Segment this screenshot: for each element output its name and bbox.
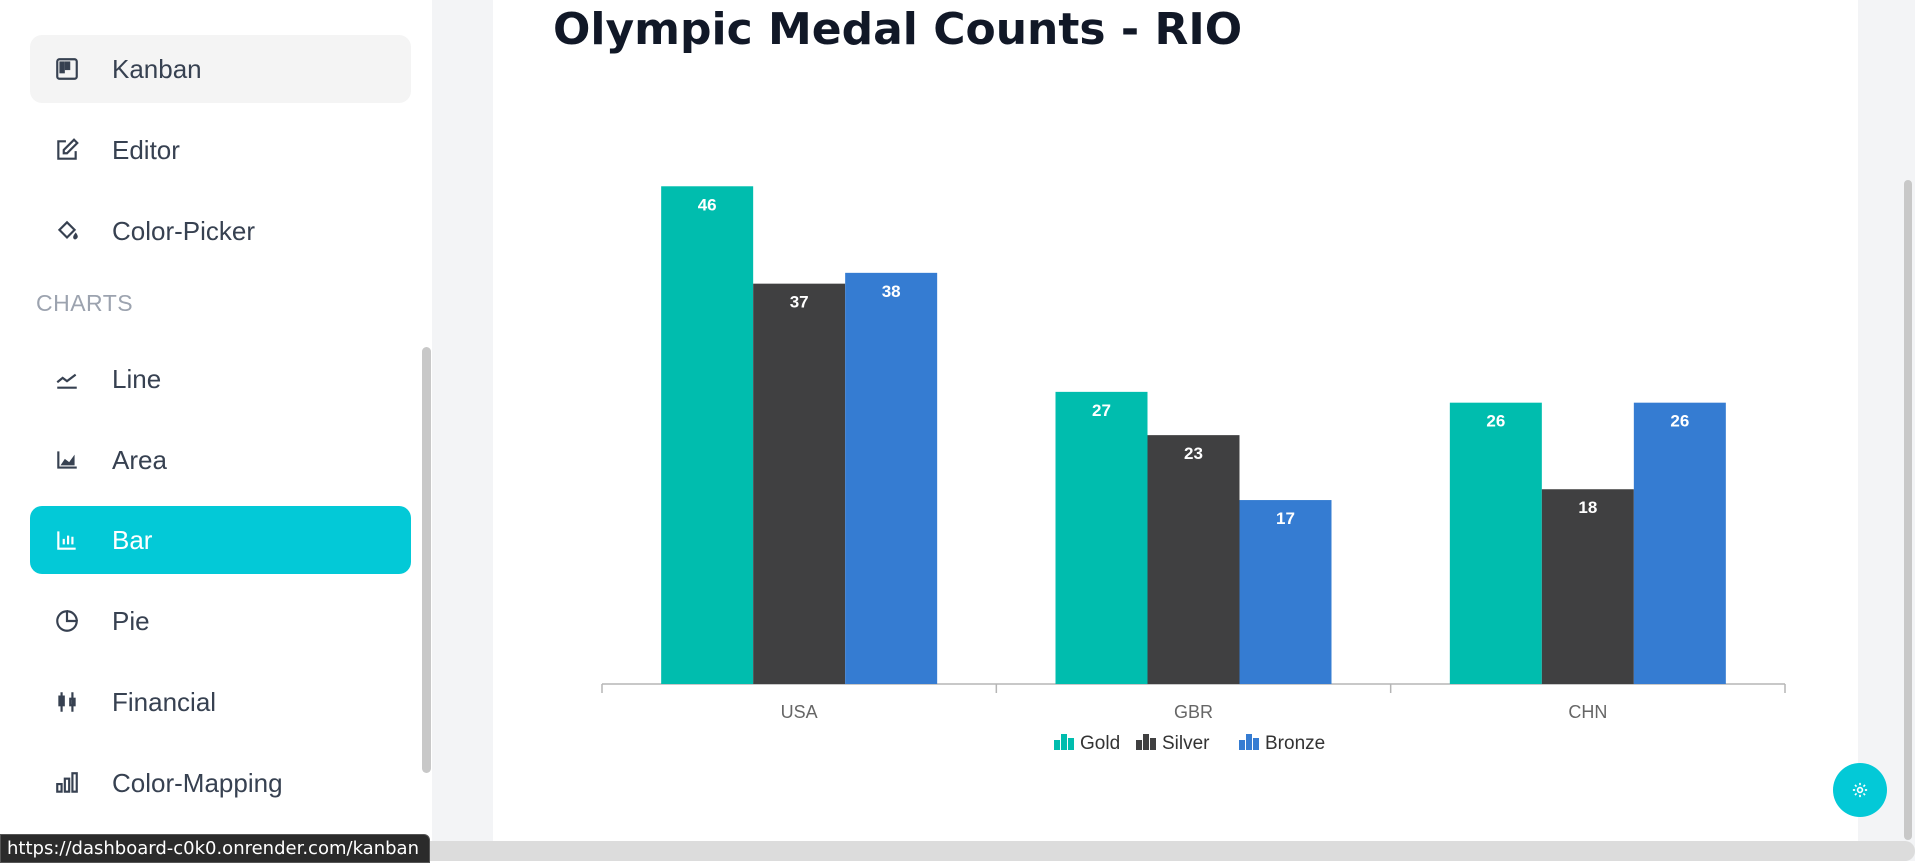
data-label: 38 <box>882 282 901 301</box>
x-tick-label: CHN <box>1568 702 1607 722</box>
sidebar-item-label: Bar <box>112 524 153 555</box>
data-label: 23 <box>1184 444 1203 463</box>
pie-chart-icon <box>50 604 84 638</box>
bar-silver-chn <box>1541 489 1634 684</box>
settings-button[interactable] <box>1833 763 1887 817</box>
kanban-icon <box>50 52 84 86</box>
data-label: 18 <box>1578 498 1597 517</box>
data-label: 26 <box>1486 412 1505 431</box>
legend-label: Silver <box>1162 733 1210 754</box>
candlestick-icon <box>50 685 84 719</box>
legend-swatch-silver <box>1150 738 1156 750</box>
legend-swatch-gold <box>1061 734 1067 750</box>
status-bar-url: https://dashboard-c0k0.onrender.com/kanb… <box>0 834 430 863</box>
edit-icon <box>50 133 84 167</box>
sidebar-item-label: Pie <box>112 605 150 636</box>
sidebar-item-label: Financial <box>112 686 217 717</box>
legend-swatch-gold <box>1054 740 1060 750</box>
sidebar-item-label: Editor <box>112 134 180 165</box>
sidebar: Kanban Editor Color-Picker CHARTS Line A… <box>0 0 432 861</box>
sidebar-item-label: Line <box>112 363 162 394</box>
bar-bronze-gbr <box>1239 500 1332 684</box>
sidebar-item-color-mapping[interactable]: Color-Mapping <box>30 749 411 817</box>
sidebar-item-line[interactable]: Line <box>30 345 411 413</box>
x-tick-label: GBR <box>1174 702 1213 722</box>
legend-swatch-gold <box>1068 738 1074 750</box>
sidebar-item-label: Color-Mapping <box>112 767 283 798</box>
bar-silver-gbr <box>1147 435 1240 684</box>
legend-label: Gold <box>1080 733 1120 754</box>
bar-gold-usa <box>661 186 754 684</box>
paint-bucket-icon <box>50 214 84 248</box>
sidebar-item-bar[interactable]: Bar <box>30 506 411 574</box>
sidebar-item-color-picker[interactable]: Color-Picker <box>30 197 411 265</box>
legend-swatch-bronze <box>1246 734 1252 750</box>
legend-label: Bronze <box>1265 733 1325 754</box>
sidebar-item-label: Kanban <box>112 53 202 84</box>
line-chart-icon <box>50 362 84 396</box>
chart-title: Olympic Medal Counts - RIO <box>553 4 1243 55</box>
data-label: 26 <box>1670 412 1689 431</box>
bar-bronze-usa <box>845 272 938 684</box>
sidebar-item-label: Color-Picker <box>112 215 256 246</box>
bar-chart-icon <box>50 523 84 557</box>
sidebar-item-label: Area <box>112 444 167 475</box>
color-mapping-icon <box>50 766 84 800</box>
sidebar-scrollbar[interactable] <box>422 347 431 773</box>
sidebar-item-pie[interactable]: Pie <box>30 587 411 655</box>
sidebar-item-kanban[interactable]: Kanban <box>30 35 411 103</box>
legend-swatch-bronze <box>1239 740 1245 750</box>
x-tick-label: USA <box>781 702 818 722</box>
legend-swatch-bronze <box>1253 738 1259 750</box>
area-chart-icon <box>50 443 84 477</box>
bar-gold-gbr <box>1055 391 1148 684</box>
bar-silver-usa <box>753 283 846 684</box>
legend-swatch-silver <box>1136 740 1142 750</box>
sidebar-item-financial[interactable]: Financial <box>30 668 411 736</box>
sidebar-item-area[interactable]: Area <box>30 426 411 494</box>
data-label: 17 <box>1276 509 1295 528</box>
data-label: 46 <box>698 195 717 214</box>
section-title-charts: CHARTS <box>36 290 134 316</box>
sidebar-item-editor[interactable]: Editor <box>30 116 411 184</box>
bar-gold-chn <box>1449 402 1542 684</box>
legend-swatch-silver <box>1143 734 1149 750</box>
bar-bronze-chn <box>1633 402 1726 684</box>
data-label: 37 <box>790 293 809 312</box>
data-label: 27 <box>1092 401 1111 420</box>
horizontal-scrollbar[interactable] <box>380 841 1915 861</box>
main-scrollbar[interactable] <box>1904 180 1912 840</box>
gear-icon <box>1851 781 1869 799</box>
